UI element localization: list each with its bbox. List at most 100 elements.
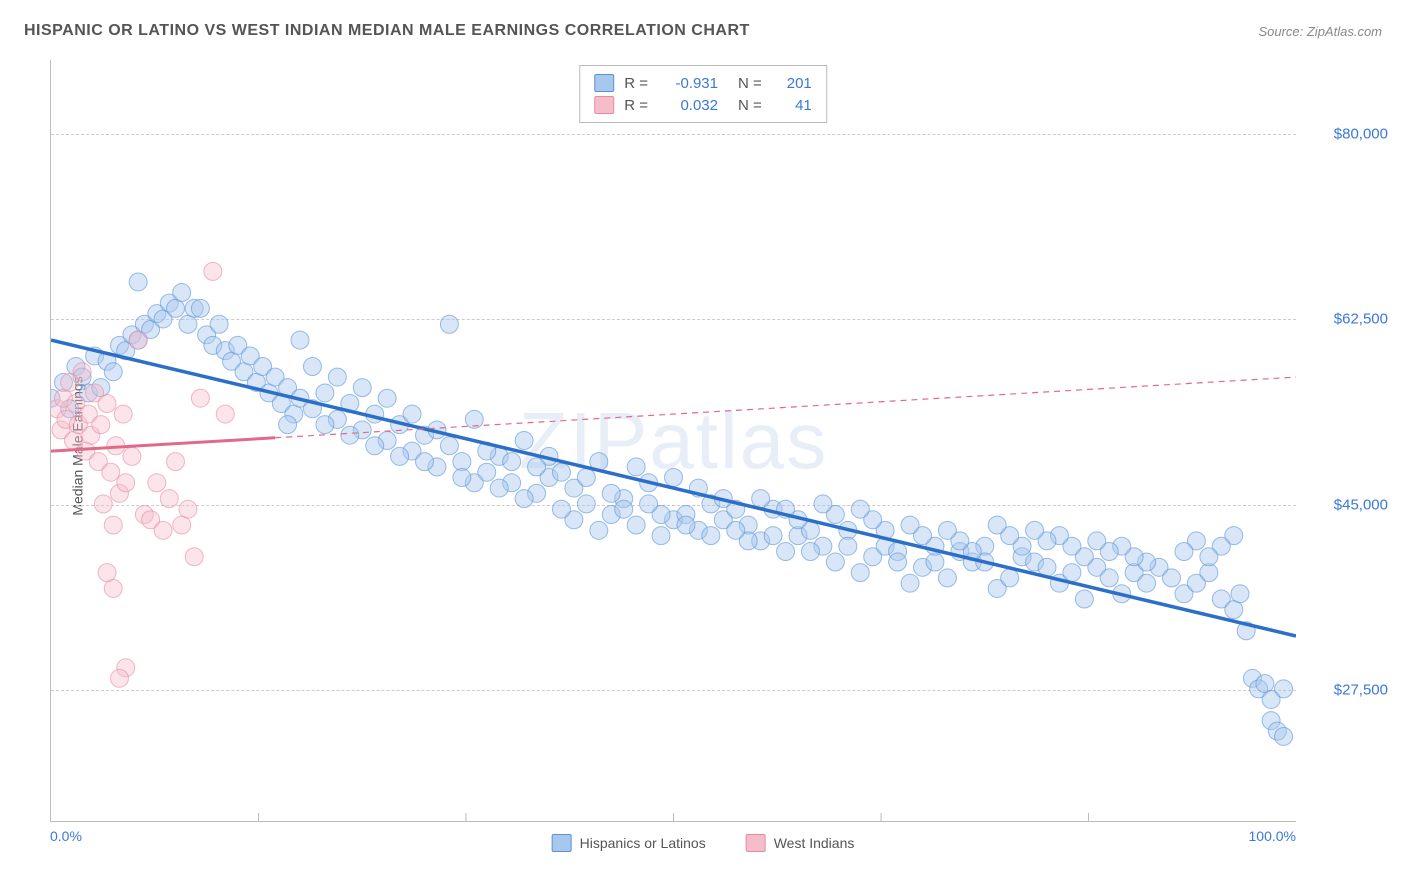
data-point [154, 521, 172, 539]
data-point [1175, 542, 1193, 560]
data-point [98, 395, 116, 413]
data-point [1026, 521, 1044, 539]
data-point [378, 389, 396, 407]
data-point [279, 416, 297, 434]
data-point [528, 458, 546, 476]
data-point [826, 553, 844, 571]
data-point [204, 262, 222, 280]
data-point [453, 469, 471, 487]
data-point [341, 426, 359, 444]
chart-title: HISPANIC OR LATINO VS WEST INDIAN MEDIAN… [24, 22, 750, 40]
data-point [403, 405, 421, 423]
data-point [440, 315, 458, 333]
data-point [1138, 574, 1156, 592]
data-point [303, 358, 321, 376]
data-point [1100, 569, 1118, 587]
data-point [640, 495, 658, 513]
data-point [453, 453, 471, 471]
data-point [602, 484, 620, 502]
data-point [104, 363, 122, 381]
data-point [148, 474, 166, 492]
data-point [1163, 569, 1181, 587]
data-point [123, 447, 141, 465]
data-point [291, 331, 309, 349]
data-point [889, 553, 907, 571]
data-point [490, 479, 508, 497]
data-point [104, 516, 122, 534]
data-point [839, 537, 857, 555]
data-point [615, 500, 633, 518]
data-point [627, 458, 645, 476]
data-point [677, 516, 695, 534]
data-point [814, 495, 832, 513]
data-point [938, 569, 956, 587]
legend-item: Hispanics or Latinos [552, 834, 706, 852]
data-point [1275, 727, 1293, 745]
data-point [1001, 569, 1019, 587]
data-point [801, 542, 819, 560]
data-point [727, 521, 745, 539]
y-tick-label: $27,500 [1334, 681, 1388, 698]
data-point [851, 564, 869, 582]
data-point [173, 516, 191, 534]
data-point [577, 469, 595, 487]
data-point [110, 669, 128, 687]
data-point [179, 500, 197, 518]
data-point [1075, 590, 1093, 608]
data-point [752, 490, 770, 508]
data-point [173, 284, 191, 302]
data-point [185, 548, 203, 566]
source-attribution: Source: ZipAtlas.com [1258, 24, 1382, 39]
data-point [1063, 564, 1081, 582]
data-point [764, 527, 782, 545]
data-point [552, 500, 570, 518]
x-axis-max-label: 100.0% [1249, 828, 1296, 844]
y-tick-label: $62,500 [1334, 311, 1388, 328]
correlation-chart: HISPANIC OR LATINO VS WEST INDIAN MEDIAN… [0, 0, 1406, 892]
y-tick-label: $45,000 [1334, 496, 1388, 513]
data-point [627, 516, 645, 534]
data-point [901, 574, 919, 592]
data-point [98, 564, 116, 582]
data-point [988, 516, 1006, 534]
data-point [179, 315, 197, 333]
data-point [104, 579, 122, 597]
data-point [366, 437, 384, 455]
data-point [191, 389, 209, 407]
data-point [216, 405, 234, 423]
data-point [328, 368, 346, 386]
data-point [167, 299, 185, 317]
data-point [1256, 675, 1274, 693]
data-point [440, 437, 458, 455]
data-point [777, 542, 795, 560]
data-point [665, 469, 683, 487]
plot-area: ZIPatlas [50, 60, 1296, 822]
data-point [901, 516, 919, 534]
data-point [73, 363, 91, 381]
data-point [391, 447, 409, 465]
data-point [114, 405, 132, 423]
trend-line [51, 340, 1296, 636]
data-point [577, 495, 595, 513]
data-point [210, 315, 228, 333]
legend-item: West Indians [746, 834, 855, 852]
y-tick-label: $80,000 [1334, 126, 1388, 143]
data-point [702, 527, 720, 545]
x-axis-min-label: 0.0% [50, 828, 82, 844]
data-point [1231, 585, 1249, 603]
legend-label: Hispanics or Latinos [580, 835, 706, 851]
data-point [129, 331, 147, 349]
data-point [590, 521, 608, 539]
data-point [167, 453, 185, 471]
data-point [515, 432, 533, 450]
data-point [94, 495, 112, 513]
data-point [851, 500, 869, 518]
data-point [1088, 532, 1106, 550]
data-point [102, 463, 120, 481]
data-point [1262, 690, 1280, 708]
data-point [416, 453, 434, 471]
data-point [515, 490, 533, 508]
legend-label: West Indians [774, 835, 855, 851]
data-point [117, 474, 135, 492]
legend-swatch [552, 834, 572, 852]
